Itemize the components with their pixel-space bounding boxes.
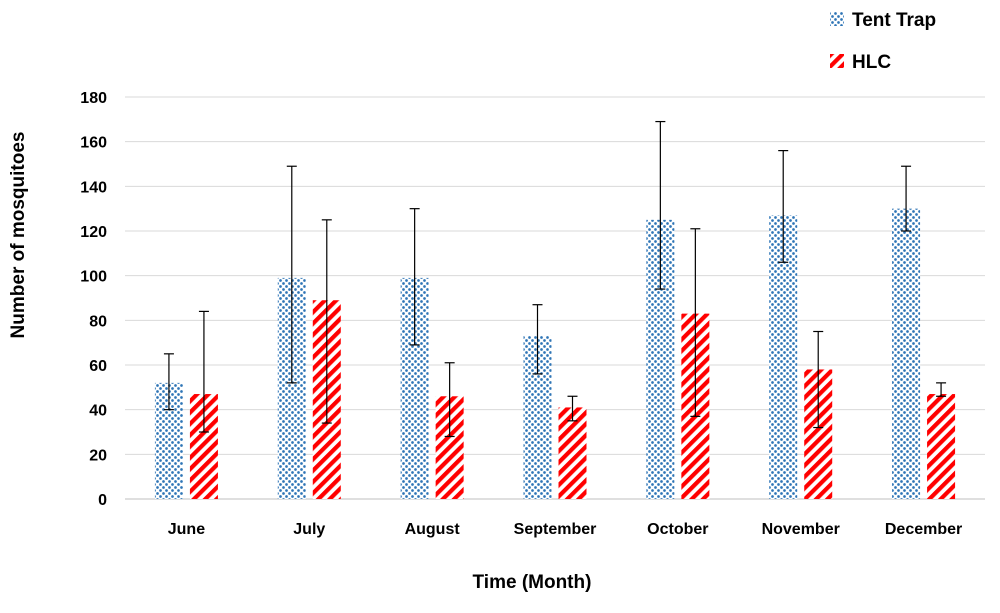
y-tick-label: 80 xyxy=(89,313,107,330)
error-bars xyxy=(163,120,947,438)
legend: Tent Trap HLC xyxy=(830,10,936,73)
legend-swatch-hlc xyxy=(830,54,844,68)
x-category-label: June xyxy=(168,521,205,538)
error-bar xyxy=(532,304,543,375)
x-category-label: December xyxy=(885,521,962,538)
error-bar xyxy=(690,228,701,417)
bar-tent-trap xyxy=(892,208,921,499)
error-bar xyxy=(198,310,209,433)
x-category-label: July xyxy=(293,521,325,538)
error-bar xyxy=(409,208,420,346)
legend-label-tent-trap: Tent Trap xyxy=(852,10,936,31)
y-tick-label: 20 xyxy=(89,447,107,464)
y-tick-label: 120 xyxy=(80,224,107,241)
y-axis-title: Number of mosquitoes xyxy=(8,132,29,339)
y-tick-label: 0 xyxy=(98,492,107,509)
x-axis-title: Time (Month) xyxy=(473,572,592,593)
y-tick-label: 140 xyxy=(80,179,107,196)
y-tick-label: 160 xyxy=(80,135,107,152)
bar-hlc xyxy=(927,394,956,499)
error-bar xyxy=(567,395,578,422)
y-tick-label: 60 xyxy=(89,358,107,375)
error-bar xyxy=(163,353,174,411)
y-tick-label: 40 xyxy=(89,403,107,420)
y-tick-label: 180 xyxy=(80,90,107,107)
bars xyxy=(154,208,956,500)
x-category-label: November xyxy=(762,521,840,538)
y-tick-label: 100 xyxy=(80,269,107,286)
bar-hlc xyxy=(558,407,587,499)
x-category-label: August xyxy=(405,521,461,538)
legend-label-hlc: HLC xyxy=(852,52,891,73)
error-bar xyxy=(655,120,666,290)
x-axis-categories: June July August September October November De… xyxy=(168,521,963,538)
legend-swatch-tent-trap xyxy=(830,12,844,26)
x-category-label: October xyxy=(647,521,708,538)
error-bar xyxy=(901,165,912,232)
error-bar xyxy=(813,330,824,429)
error-bar xyxy=(444,362,455,438)
x-category-label: September xyxy=(514,521,597,538)
error-bar xyxy=(778,150,789,263)
error-bar xyxy=(286,165,297,384)
y-axis-ticks: 0 20 40 60 80 100 120 140 160 180 xyxy=(80,90,107,509)
gridlines xyxy=(125,96,985,500)
error-bar xyxy=(936,382,947,397)
error-bar xyxy=(321,219,332,424)
